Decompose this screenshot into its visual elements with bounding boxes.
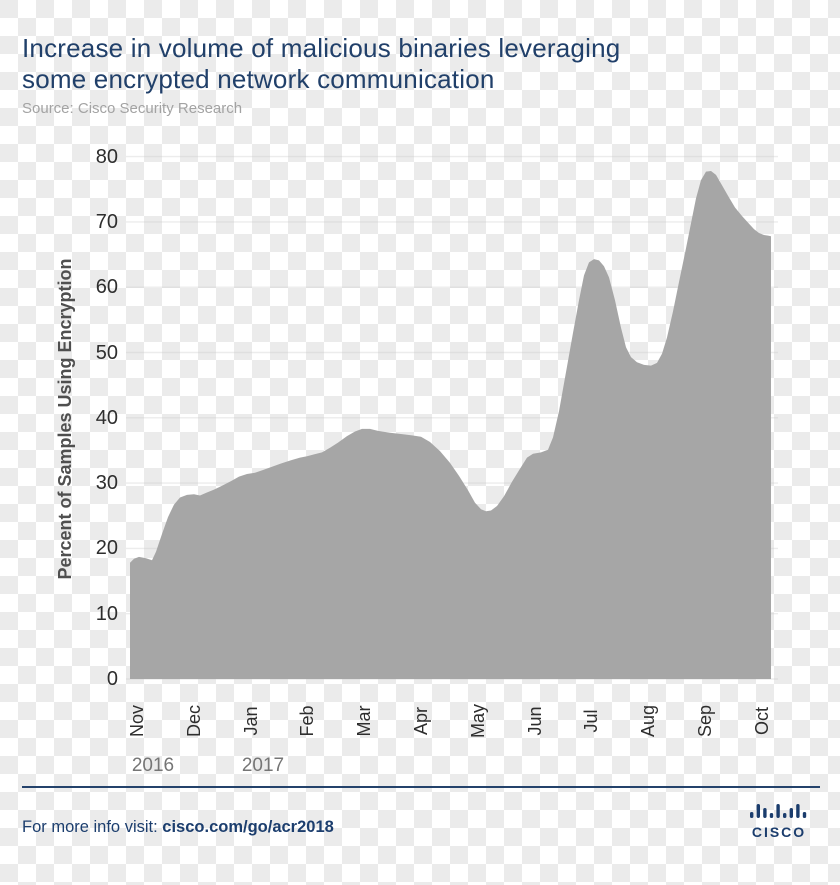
footer-info-link[interactable]: cisco.com/go/acr2018 — [162, 818, 334, 836]
y-tick-70: 70 — [95, 210, 118, 233]
y-tick-10: 10 — [95, 602, 118, 625]
y-tick-30: 30 — [95, 472, 118, 495]
y-tick-40: 40 — [95, 406, 118, 429]
cisco-logo: CISCO — [747, 803, 811, 840]
area-series — [130, 171, 771, 679]
y-tick-80: 80 — [95, 145, 118, 168]
x-tick-apr: Apr — [411, 707, 431, 736]
y-tick-50: 50 — [95, 341, 118, 364]
y-tick-0: 0 — [106, 668, 118, 690]
x-tick-jan: Jan — [240, 706, 261, 736]
x-tick-jul: Jul — [581, 709, 602, 733]
x-tick-jun: Jun — [524, 706, 545, 736]
footer-divider — [22, 786, 820, 788]
x-tick-dec: Dec — [183, 705, 204, 738]
y-tick-20: 20 — [95, 537, 118, 560]
page-title: Increase in volume of malicious binaries… — [22, 33, 682, 95]
year-label-2016: 2016 — [131, 755, 175, 776]
x-tick-oct: Oct — [751, 707, 772, 736]
x-tick-mar: Mar — [354, 705, 375, 737]
cisco-bridge-icon — [750, 804, 807, 818]
x-tick-sep: Sep — [695, 704, 715, 738]
x-tick-aug: Aug — [638, 704, 659, 738]
page-title-line1: Increase in volume of malicious binaries… — [22, 33, 621, 63]
footer-info-prefix: For more info visit: — [22, 818, 163, 836]
source-caption: Source: Cisco Security Research — [22, 100, 243, 117]
x-tick-feb: Feb — [297, 705, 318, 737]
y-tick-60: 60 — [95, 276, 118, 299]
page-title-line2: some encrypted network communication — [22, 64, 495, 94]
x-tick-nov: Nov — [127, 705, 147, 738]
year-label-2017: 2017 — [241, 755, 285, 776]
cisco-wordmark: CISCO — [751, 824, 807, 840]
footer-info: For more info visit: cisco.com/go/acr201… — [22, 818, 334, 837]
x-tick-may: May — [467, 704, 488, 739]
